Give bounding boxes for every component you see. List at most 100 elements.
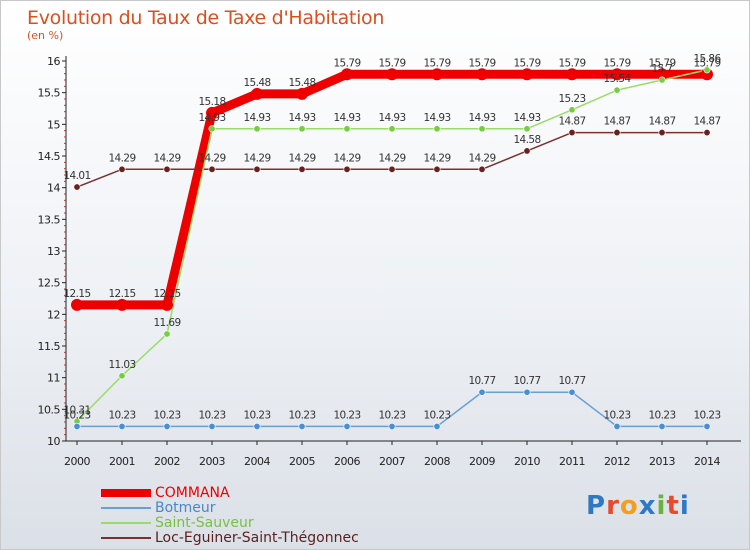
data-point-loc-eguiner: [208, 165, 216, 173]
data-label-commana: 15.18: [198, 96, 225, 108]
data-label-botmeur: 10.77: [558, 375, 585, 387]
data-point-commana: [431, 68, 443, 81]
data-point-loc-eguiner: [343, 165, 351, 173]
data-label-botmeur: 10.23: [288, 409, 315, 421]
data-label-saint-sauveur: 11.69: [153, 317, 180, 329]
data-point-botmeur: [658, 422, 666, 430]
data-point-saint-sauveur: [343, 125, 351, 133]
y-tick-label: 15.5: [38, 87, 61, 100]
x-tick-label: 2001: [109, 455, 135, 468]
data-point-botmeur: [163, 422, 171, 430]
data-point-botmeur: [298, 422, 306, 430]
y-tick-label: 10: [47, 435, 60, 448]
data-point-saint-sauveur: [478, 125, 486, 133]
data-point-commana: [341, 68, 353, 81]
y-tick-label: 11.5: [38, 340, 61, 353]
data-point-commana: [206, 106, 218, 119]
data-label-botmeur: 10.23: [243, 409, 270, 421]
data-point-commana: [116, 298, 128, 311]
data-point-loc-eguiner: [433, 165, 441, 173]
data-label-saint-sauveur: 15.7: [652, 63, 673, 75]
data-point-loc-eguiner: [568, 129, 576, 137]
legend-swatch-commana: [101, 489, 151, 497]
data-label-commana: 15.79: [468, 57, 495, 69]
data-point-commana: [386, 68, 398, 81]
data-point-saint-sauveur: [253, 125, 261, 133]
data-label-commana: 12.15: [108, 288, 135, 300]
data-label-saint-sauveur: 14.93: [243, 112, 270, 124]
y-tick-label: 13.5: [38, 213, 61, 226]
x-tick-label: 2003: [199, 455, 225, 468]
data-label-commana: 15.79: [333, 57, 360, 69]
data-point-commana: [71, 298, 83, 311]
data-point-commana: [296, 87, 308, 100]
data-label-saint-sauveur: 14.93: [378, 112, 405, 124]
legend-label-botmeur: Botmeur: [155, 500, 216, 516]
data-label-loc-eguiner: 14.01: [63, 170, 90, 182]
data-point-commana: [161, 298, 173, 311]
data-label-botmeur: 10.23: [198, 409, 225, 421]
data-label-commana: 15.79: [513, 57, 540, 69]
data-label-commana: 15.79: [558, 57, 585, 69]
y-tick-label: 16: [47, 55, 60, 68]
data-label-loc-eguiner: 14.58: [513, 134, 540, 146]
data-point-loc-eguiner: [73, 183, 81, 191]
y-tick-label: 11: [47, 372, 60, 385]
data-point-loc-eguiner: [523, 147, 531, 155]
data-label-saint-sauveur: 14.93: [288, 112, 315, 124]
data-point-botmeur: [208, 422, 216, 430]
data-point-loc-eguiner: [163, 165, 171, 173]
data-point-loc-eguiner: [703, 129, 711, 137]
data-point-botmeur: [703, 422, 711, 430]
data-point-saint-sauveur: [298, 125, 306, 133]
legend-swatch-botmeur: [101, 507, 151, 509]
data-point-loc-eguiner: [298, 165, 306, 173]
data-label-botmeur: 10.23: [603, 409, 630, 421]
legend-swatch-loc-eguiner: [101, 537, 151, 539]
data-label-saint-sauveur: 10.31: [63, 404, 90, 416]
data-label-loc-eguiner: 14.29: [108, 152, 135, 164]
x-tick-label: 2004: [244, 455, 270, 468]
data-point-saint-sauveur: [208, 125, 216, 133]
data-label-saint-sauveur: 14.93: [198, 112, 225, 124]
data-point-loc-eguiner: [613, 129, 621, 137]
data-label-loc-eguiner: 14.29: [243, 152, 270, 164]
data-label-loc-eguiner: 14.87: [648, 116, 675, 128]
data-point-saint-sauveur: [613, 86, 621, 94]
data-point-loc-eguiner: [388, 165, 396, 173]
x-tick-label: 2014: [694, 455, 720, 468]
data-point-botmeur: [388, 422, 396, 430]
chart-unit-label: (en %): [27, 29, 64, 42]
proxiti-logo: Proxiti: [586, 491, 690, 521]
x-tick-label: 2010: [514, 455, 540, 468]
x-tick-label: 2009: [469, 455, 495, 468]
data-point-loc-eguiner: [478, 165, 486, 173]
data-point-botmeur: [73, 422, 81, 430]
data-label-loc-eguiner: 14.29: [153, 152, 180, 164]
data-label-saint-sauveur: 15.54: [603, 73, 631, 85]
legend-label-loc-eguiner: Loc-Eguiner-Saint-Thégonnec: [155, 530, 359, 546]
legend-swatch-saint-sauveur: [101, 522, 151, 524]
data-point-botmeur: [118, 422, 126, 430]
data-label-commana: 15.48: [288, 77, 315, 89]
x-tick-label: 2002: [154, 455, 180, 468]
data-label-commana: 15.79: [693, 57, 720, 69]
data-label-saint-sauveur: 15.86: [693, 53, 721, 65]
x-tick-label: 2012: [604, 455, 630, 468]
data-label-loc-eguiner: 14.87: [693, 116, 720, 128]
y-tick-label: 10.5: [38, 403, 61, 416]
data-label-botmeur: 10.23: [108, 409, 135, 421]
x-tick-label: 2008: [424, 455, 450, 468]
data-point-botmeur: [478, 388, 486, 396]
y-tick-label: 15: [47, 118, 60, 131]
data-point-saint-sauveur: [433, 125, 441, 133]
data-point-saint-sauveur: [658, 76, 666, 84]
data-point-botmeur: [523, 388, 531, 396]
data-point-loc-eguiner: [118, 165, 126, 173]
x-tick-label: 2007: [379, 455, 405, 468]
data-label-botmeur: 10.77: [513, 375, 540, 387]
y-tick-label: 13: [47, 245, 60, 258]
y-tick-label: 14: [47, 182, 60, 195]
